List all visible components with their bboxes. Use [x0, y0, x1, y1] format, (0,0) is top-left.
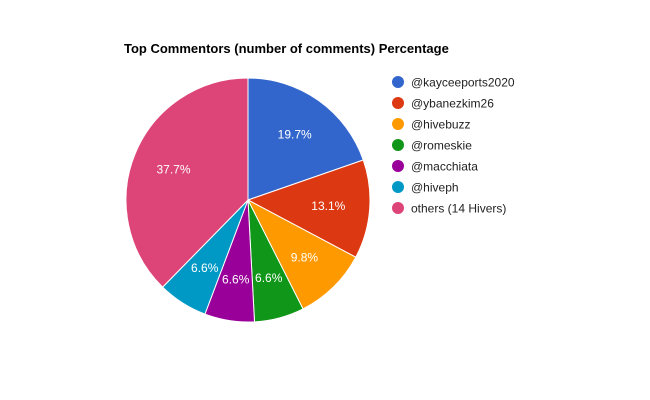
legend-label-hiveph: @hiveph [411, 181, 459, 195]
slice-label-macchiata: 6.6% [222, 273, 250, 287]
legend: @kayceeports2020 @ybanezkim26 @hivebuzz @ro… [392, 76, 515, 216]
legend-label-ybanezkim26: @ybanezkim26 [411, 97, 494, 111]
slice-labels: 19.7%13.1%9.8%6.6%6.6%6.6%37.7% [156, 127, 345, 286]
pie-slice-ybanezkim26 [246, 159, 371, 258]
slice-label-hivebuzz: 9.8% [291, 251, 319, 265]
legend-item-hiveph: @hiveph [392, 181, 459, 195]
legend-marker-hiveph [392, 181, 404, 193]
legend-marker-hivebuzz [392, 118, 404, 130]
pie-slice-others-14-hivers [125, 77, 249, 288]
legend-marker-romeskie [392, 139, 404, 151]
legend-item-ybanezkim26: @ybanezkim26 [392, 97, 494, 111]
legend-marker-others-14-hivers [392, 202, 404, 214]
legend-label-kayceeports2020: @kayceeports2020 [411, 76, 515, 90]
legend-label-romeskie: @romeskie [411, 139, 472, 153]
slice-label-romeskie: 6.6% [255, 271, 283, 285]
legend-marker-ybanezkim26 [392, 97, 404, 109]
slice-label-ybanezkim26: 13.1% [311, 199, 345, 213]
legend-marker-kayceeports2020 [392, 76, 404, 88]
legend-item-kayceeports2020: @kayceeports2020 [392, 76, 515, 90]
legend-item-hivebuzz: @hivebuzz [392, 118, 471, 132]
legend-label-others-14-hivers: others (14 Hivers) [411, 202, 506, 216]
chart-title: Top Commentors (number of comments) Perc… [124, 41, 449, 56]
pie-slices [125, 77, 371, 323]
legend-label-hivebuzz: @hivebuzz [411, 118, 471, 132]
legend-label-macchiata: @macchiata [411, 160, 478, 174]
slice-label-kayceeports2020: 19.7% [278, 127, 312, 141]
legend-item-others-14-hivers: others (14 Hivers) [392, 202, 506, 216]
legend-item-macchiata: @macchiata [392, 160, 478, 174]
legend-marker-macchiata [392, 160, 404, 172]
slice-label-hiveph: 6.6% [191, 261, 219, 275]
slice-label-others-14-hivers: 37.7% [156, 163, 190, 177]
legend-item-romeskie: @romeskie [392, 139, 472, 153]
pie-slice-hivebuzz [246, 198, 357, 310]
